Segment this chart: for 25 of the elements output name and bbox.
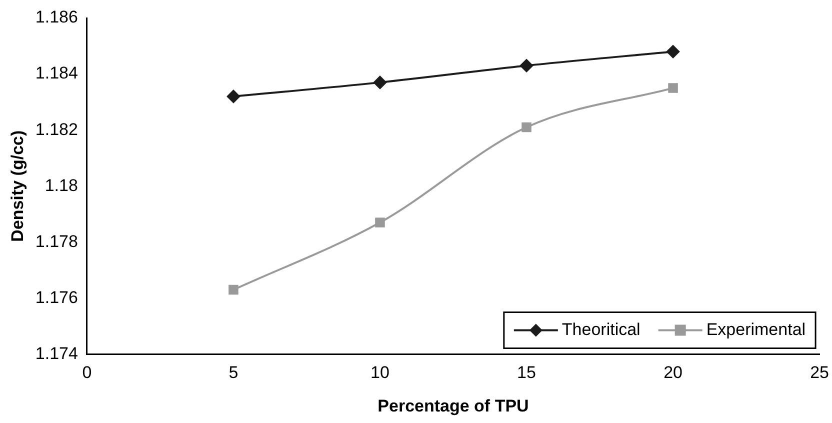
x-tick-label: 25 [810, 363, 830, 382]
point [522, 122, 532, 132]
y-tick-label: 1.182 [35, 120, 78, 139]
x-tick-label: 20 [664, 363, 682, 382]
y-tick-label: 1.178 [35, 232, 78, 251]
legend-label: Experimental [706, 320, 806, 339]
y-tick-label: 1.176 [35, 288, 78, 307]
y-tick-label: 1.184 [35, 64, 78, 83]
x-tick-label: 5 [228, 363, 238, 382]
y-tick-label: 1.174 [35, 344, 78, 363]
point [520, 59, 534, 72]
point [226, 90, 240, 103]
legend-label: Theoritical [562, 320, 640, 339]
point [373, 76, 386, 89]
point [666, 45, 680, 58]
x-tick-label: 0 [82, 363, 92, 382]
point [668, 83, 678, 93]
y-axis-title: Density (g/cc) [8, 130, 27, 242]
y-tick-label: 1.186 [35, 8, 78, 27]
y-tick-label: 1.18 [44, 176, 78, 195]
point [375, 218, 385, 228]
x-tick-label: 10 [370, 363, 390, 382]
point [228, 284, 238, 295]
x-axis-title: Percentage of TPU [378, 396, 529, 416]
x-tick-label: 15 [517, 363, 536, 382]
